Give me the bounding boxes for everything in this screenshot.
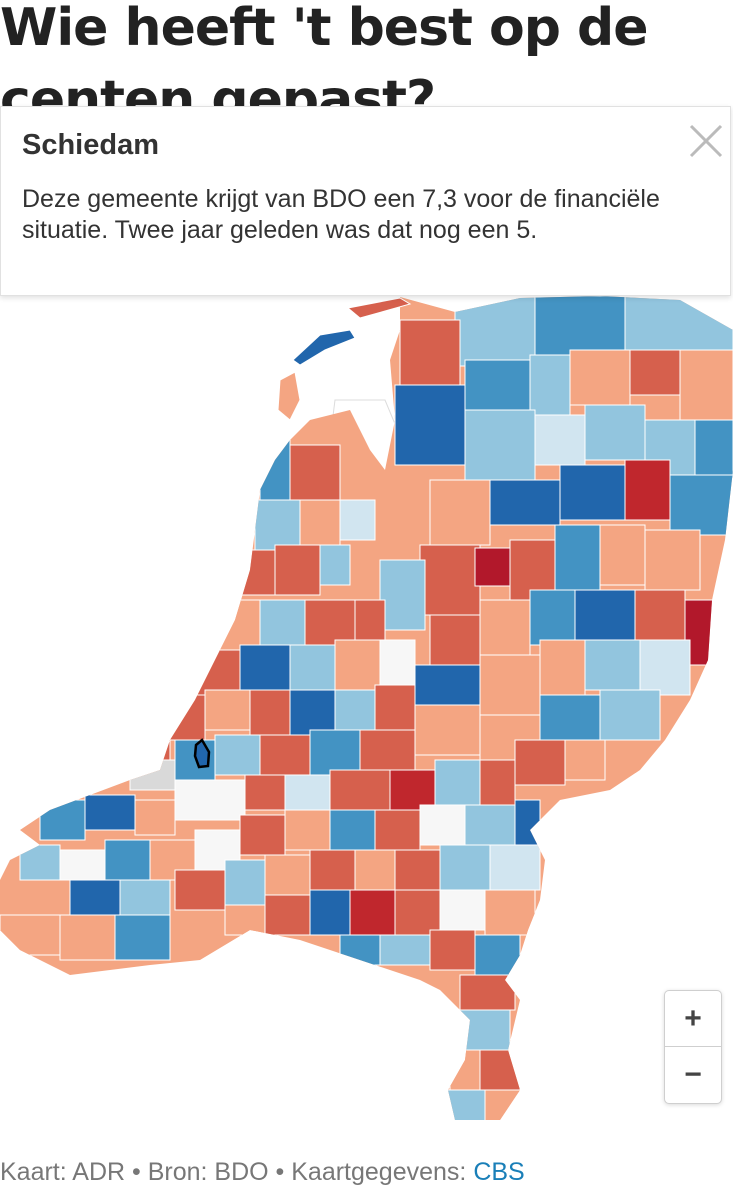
island-texel[interactable] [277,371,301,421]
cbs-link[interactable]: CBS [473,1158,525,1186]
map-credit: Kaart: ADR [0,1158,126,1186]
page-title: Wie heeft 't best op de centen gepast? [0,0,649,130]
island-vlieland[interactable] [346,297,412,319]
source-credit: Bron: BDO [147,1158,269,1186]
close-icon[interactable] [684,119,728,163]
zoom-control: + − [664,990,722,1104]
map-data-credit: Kaartgegevens: [291,1158,474,1186]
municipality-tooltip: Schiedam Deze gemeente krijgt van BDO ee… [0,106,731,296]
choropleth-map[interactable] [0,296,733,1141]
map-credits: Kaart: ADR • Bron: BDO • Kaartgegevens: … [0,1158,733,1187]
separator: • [268,1158,292,1186]
zoom-out-button[interactable]: − [684,1058,702,1091]
island-texel-north[interactable] [292,329,356,366]
municipality-schiedam[interactable] [193,738,211,769]
tooltip-title: Schiedam [22,129,159,161]
separator: • [125,1158,148,1186]
map-svg[interactable] [0,296,733,1141]
zoom-in-button[interactable]: + [665,991,721,1047]
tooltip-body: Deze gemeente krijgt van BDO een 7,3 voo… [22,185,660,244]
